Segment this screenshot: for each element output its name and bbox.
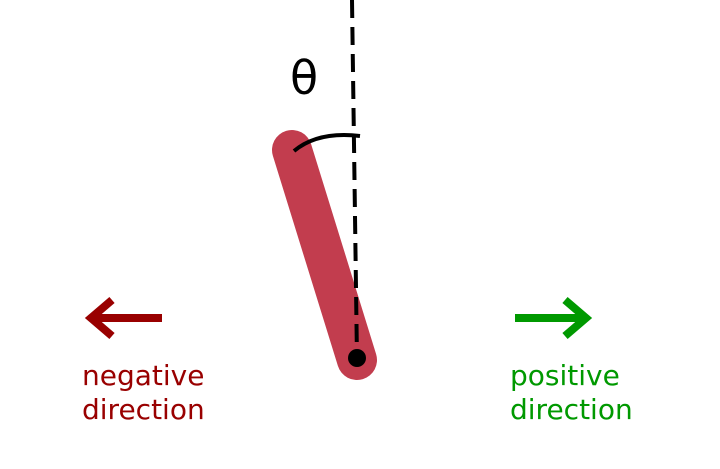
pivot-point: [348, 349, 366, 367]
positive-direction-line1: positive: [510, 359, 620, 392]
positive-direction-line2: direction: [510, 393, 633, 426]
positive-direction-label: positive direction: [510, 359, 633, 427]
pole-rod: [272, 130, 377, 380]
negative-direction-line1: negative: [82, 359, 205, 392]
positive-direction-arrow-icon: [515, 296, 593, 340]
negative-direction-line2: direction: [82, 393, 205, 426]
angle-arc: [292, 133, 361, 153]
negative-direction-arrow-icon: [84, 296, 162, 340]
negative-direction-label: negative direction: [82, 359, 205, 427]
angle-theta-label: θ: [290, 51, 319, 105]
vertical-reference-line: [350, 0, 359, 361]
